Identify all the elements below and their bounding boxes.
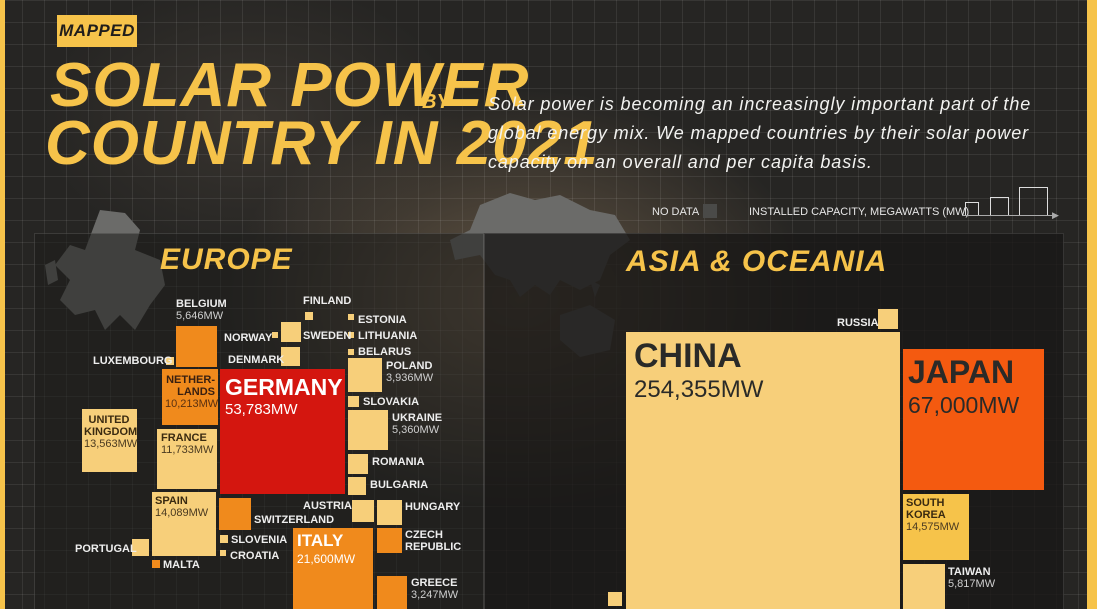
square-sweden <box>281 322 301 342</box>
legend-square-large <box>1019 187 1048 216</box>
label-china-name: CHINA <box>634 337 742 375</box>
right-frame-bar <box>1087 0 1097 609</box>
square-slovenia <box>220 535 228 543</box>
label-italy-name: ITALY <box>297 531 344 550</box>
label-ukraine: UKRAINE 5,360MW <box>392 412 443 436</box>
square-denmark <box>281 347 300 366</box>
label-greece: GREECE 3,247MW <box>411 577 459 601</box>
legend-no-data-label: NO DATA <box>652 206 700 218</box>
label-luxembourg: LUXEMBOURG <box>93 355 173 367</box>
square-netherlands <box>162 369 218 425</box>
label-japan-name: JAPAN <box>908 354 1015 390</box>
square-portugal <box>132 539 149 556</box>
left-frame-bar <box>0 0 5 609</box>
square-finland <box>305 312 313 320</box>
mapped-badge: MAPPED <box>57 15 137 47</box>
square-austria <box>352 500 374 522</box>
label-belgium: BELGIUM 5,646MW <box>176 298 227 322</box>
label-croatia: CROATIA <box>230 550 280 562</box>
square-small-asia <box>608 592 622 606</box>
legend-square-medium <box>990 197 1009 216</box>
square-lithuania <box>348 332 354 338</box>
intro-text: Solar power is becoming an increasingly … <box>488 94 1032 172</box>
label-czech: CZECH REPUBLIC <box>405 529 462 553</box>
label-switzerland: SWITZERLAND <box>254 514 335 526</box>
square-switzerland <box>219 498 251 530</box>
title-by: BY <box>422 91 450 113</box>
label-germany-value: 53,783MW <box>225 401 298 418</box>
square-taiwan <box>903 564 945 609</box>
square-japan <box>903 349 1044 490</box>
label-poland: POLAND 3,936MW <box>386 360 434 384</box>
label-slovenia: SLOVENIA <box>231 534 288 546</box>
title-line-2: COUNTRY IN 2021 <box>45 109 599 178</box>
legend-arrowhead-icon: ▶ <box>1052 211 1059 221</box>
legend-capacity-label: INSTALLED CAPACITY, MEGAWATTS (MW) <box>749 206 970 218</box>
label-portugal: PORTUGAL <box>75 543 137 555</box>
label-austria: AUSTRIA <box>303 500 352 512</box>
label-bulgaria: BULGARIA <box>370 479 429 491</box>
label-germany-name: GERMANY <box>225 374 343 400</box>
square-italy <box>293 528 373 609</box>
label-taiwan: TAIWAN 5,817MW <box>948 566 996 590</box>
label-lithuania: LITHUANIA <box>358 330 418 342</box>
label-denmark: DENMARK <box>228 354 285 366</box>
square-malta <box>152 560 160 568</box>
label-netherlands: NETHER- LANDS 10,213MW <box>165 374 219 410</box>
label-norway: NORWAY <box>224 332 273 344</box>
square-uk <box>82 409 137 472</box>
title-line-1: SOLAR POWER <box>50 51 530 120</box>
label-japan-value: 67,000MW <box>908 392 1020 418</box>
square-luxembourg <box>166 357 174 365</box>
square-bulgaria <box>348 477 366 495</box>
europe-heading: EUROPE <box>160 243 293 276</box>
square-romania <box>348 454 368 474</box>
square-croatia <box>220 550 226 556</box>
square-russia <box>878 309 898 329</box>
square-south-korea <box>903 494 969 560</box>
label-china-value: 254,355MW <box>634 376 764 403</box>
label-belarus: BELARUS <box>358 346 412 358</box>
square-spain <box>152 492 216 556</box>
label-romania: ROMANIA <box>372 456 425 468</box>
label-italy-value: 21,600MW <box>297 552 356 566</box>
label-uk: UNITED KINGDOM 13,563MW <box>84 414 138 450</box>
square-hungary <box>377 500 402 525</box>
legend-no-data-swatch <box>703 204 717 218</box>
legend-square-small <box>965 202 979 216</box>
square-norway <box>272 332 278 338</box>
square-estonia <box>348 314 354 320</box>
square-germany <box>220 369 345 494</box>
legend-arrow <box>962 215 1056 216</box>
square-belarus <box>348 349 354 355</box>
square-ukraine <box>348 410 388 450</box>
square-france <box>157 429 217 489</box>
label-south-korea: SOUTH KOREA 14,575MW <box>906 497 960 533</box>
square-slovakia <box>348 396 359 407</box>
label-france: FRANCE 11,733MW <box>161 432 214 456</box>
square-czech <box>377 528 402 553</box>
square-poland <box>348 358 382 392</box>
asia-heading: ASIA & OCEANIA <box>626 245 888 278</box>
label-hungary: HUNGARY <box>405 501 461 513</box>
square-belgium <box>176 326 217 367</box>
label-malta: MALTA <box>163 559 200 571</box>
label-spain: SPAIN 14,089MW <box>155 495 209 519</box>
label-estonia: ESTONIA <box>358 314 407 326</box>
label-sweden: SWEDEN <box>303 330 352 342</box>
label-finland: FINLAND <box>303 295 352 307</box>
label-russia: RUSSIA <box>837 317 879 329</box>
square-greece <box>377 576 407 609</box>
square-china <box>626 332 900 609</box>
label-slovakia: SLOVAKIA <box>363 396 420 408</box>
